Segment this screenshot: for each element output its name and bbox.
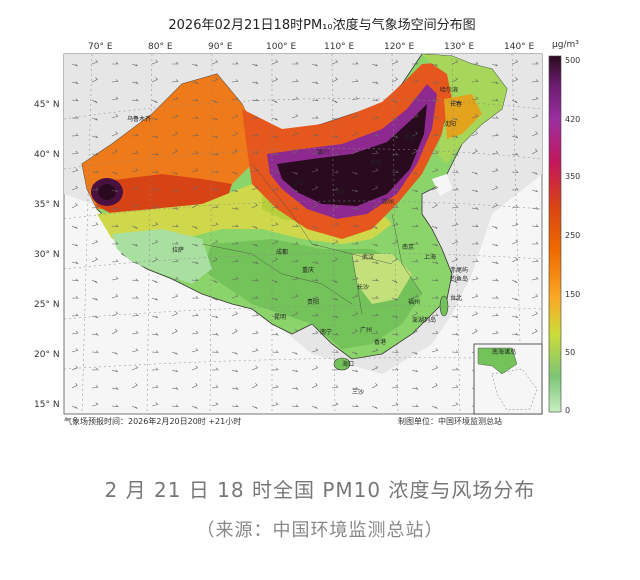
city-label: 成都 bbox=[276, 248, 288, 256]
colorbar-tick-350: 350 bbox=[565, 172, 581, 181]
colorbar-unit: μg/m³ bbox=[552, 40, 579, 50]
city-label: 北京 bbox=[404, 133, 416, 141]
lat-label-35: 35° N bbox=[34, 200, 60, 210]
colorbar-tick-250: 250 bbox=[565, 231, 581, 240]
lat-label-20: 20° N bbox=[34, 350, 60, 360]
city-label: 南海诸岛 bbox=[492, 348, 516, 356]
figure-source: （来源：中国环境监测总站） bbox=[196, 520, 444, 541]
producer-note: 制图单位：中国环境监测总站 bbox=[398, 417, 502, 426]
city-label: 沈阳 bbox=[444, 120, 456, 128]
lat-label-15: 15° N bbox=[34, 400, 60, 410]
bohai-sea bbox=[432, 174, 452, 196]
city-label: 兰州 bbox=[292, 180, 304, 188]
city-label: 长沙 bbox=[357, 283, 369, 291]
lat-label-25: 25° N bbox=[34, 300, 60, 310]
city-label: 钓鱼岛 bbox=[450, 275, 468, 283]
north-plume-core bbox=[277, 104, 427, 206]
city-label: 南京 bbox=[402, 243, 414, 251]
colorbar-tick-500: 500 bbox=[565, 56, 581, 65]
colorbar-tick-150: 150 bbox=[565, 290, 581, 299]
lat-label-45: 45° N bbox=[34, 100, 60, 110]
lon-label-140: 140° E bbox=[504, 42, 535, 52]
city-label: 武汉 bbox=[362, 253, 374, 261]
west-high-zone bbox=[82, 74, 257, 209]
lon-label-70: 70° E bbox=[88, 42, 113, 52]
colorbar bbox=[548, 55, 562, 413]
city-label: 香港 bbox=[374, 338, 386, 346]
forecast-time-note: 气象场预报时间：2026年2月20日20时 +21小时 bbox=[64, 417, 242, 426]
city-label: 银川 bbox=[317, 148, 329, 156]
colorbar-tick-420: 420 bbox=[565, 115, 581, 124]
colorbar-tick-0: 0 bbox=[565, 406, 571, 415]
lon-label-80: 80° E bbox=[148, 42, 173, 52]
city-label: 昆明 bbox=[274, 314, 286, 321]
city-label: 三沙 bbox=[352, 389, 364, 396]
city-label: 南宁 bbox=[320, 328, 332, 336]
lon-label-130: 130° E bbox=[444, 42, 475, 52]
city-label: 澎湖列岛 bbox=[412, 316, 436, 324]
city-label: 拉萨 bbox=[172, 246, 184, 254]
city-label: 重庆 bbox=[302, 266, 314, 274]
lon-label-110: 110° E bbox=[324, 42, 355, 52]
city-label: 郑州 bbox=[382, 198, 394, 206]
tarim-red-zone bbox=[92, 174, 232, 214]
lon-label-100: 100° E bbox=[266, 42, 297, 52]
city-label: 乌鲁木齐 bbox=[127, 115, 151, 123]
lon-label-120: 120° E bbox=[384, 42, 415, 52]
city-label: 长春 bbox=[450, 100, 462, 108]
lon-label-90: 90° E bbox=[208, 42, 233, 52]
lat-label-30: 30° N bbox=[34, 250, 60, 260]
city-label: 太原 bbox=[370, 158, 382, 166]
city-label: 广州 bbox=[360, 326, 372, 334]
city-label: 福州 bbox=[408, 298, 420, 306]
colorbar-tick-50: 50 bbox=[565, 348, 576, 357]
city-label: 台北 bbox=[450, 294, 462, 302]
lat-label-40: 40° N bbox=[34, 150, 60, 160]
pm10-map-figure: 2026年02月21日18时PM₁₀浓度与气象场空间分布图 bbox=[34, 14, 632, 434]
city-label: 哈尔滨 bbox=[440, 86, 458, 94]
wind-barbs bbox=[71, 59, 539, 409]
figure-caption: 2 月 21 日 18 时全国 PM10 浓度与风场分布 bbox=[104, 478, 536, 502]
city-label: 赤尾屿 bbox=[450, 266, 468, 274]
city-label: 西安 bbox=[334, 188, 346, 196]
province-borders bbox=[201, 163, 423, 315]
map-title: 2026年02月21日18时PM₁₀浓度与气象场空间分布图 bbox=[168, 18, 476, 33]
city-label: 贵阳 bbox=[307, 298, 319, 306]
tibet-light-zone bbox=[112, 229, 212, 284]
graticule bbox=[64, 54, 542, 414]
city-label: 海口 bbox=[342, 360, 354, 368]
hainan-island bbox=[333, 357, 351, 371]
city-label: 上海 bbox=[424, 253, 436, 261]
